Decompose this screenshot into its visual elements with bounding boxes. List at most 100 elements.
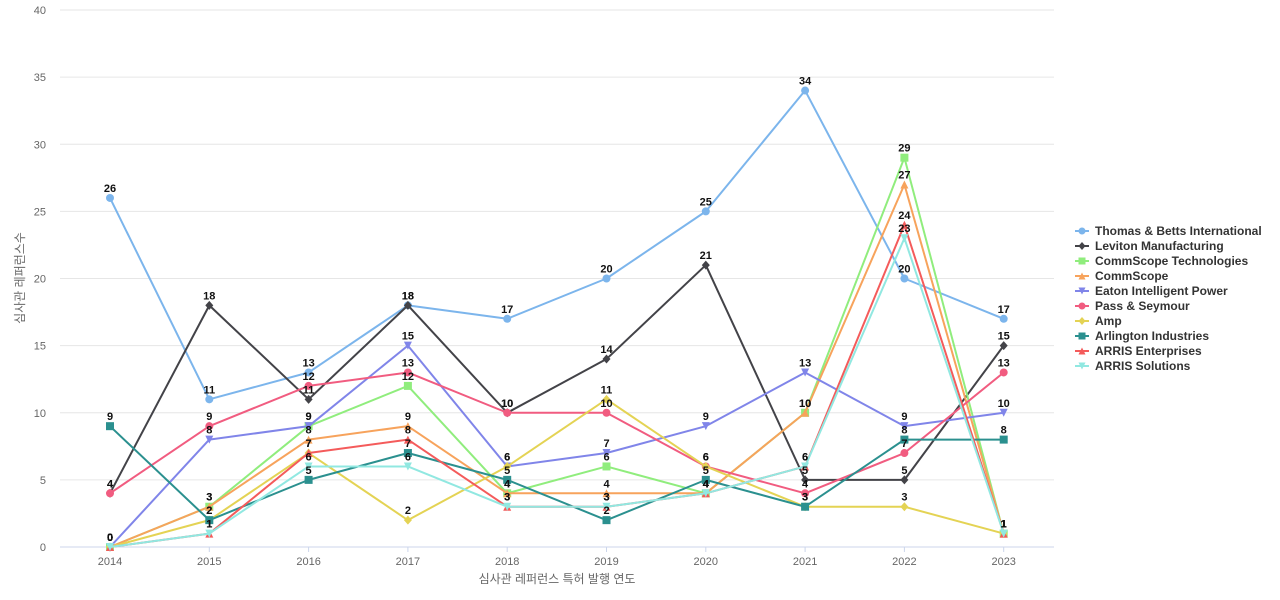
- data-label: 18: [402, 290, 414, 302]
- data-point[interactable]: [999, 368, 1008, 377]
- data-point[interactable]: [900, 449, 909, 458]
- legend-item[interactable]: CommScope Technologies: [1075, 254, 1248, 268]
- data-point[interactable]: [801, 408, 810, 417]
- data-point[interactable]: [900, 180, 909, 189]
- data-point[interactable]: [900, 422, 909, 431]
- data-point[interactable]: [602, 462, 611, 471]
- legend-item[interactable]: Thomas & Betts International: [1075, 224, 1262, 238]
- data-point[interactable]: [900, 234, 909, 243]
- data-point[interactable]: [205, 395, 214, 404]
- legend-item[interactable]: CommScope: [1075, 269, 1169, 283]
- legend-item[interactable]: Pass & Seymour: [1075, 299, 1190, 313]
- data-point[interactable]: [403, 435, 412, 444]
- data-point[interactable]: [801, 502, 810, 511]
- legend-item[interactable]: Leviton Manufacturing: [1075, 239, 1224, 253]
- data-point[interactable]: [602, 354, 611, 364]
- data-point[interactable]: [801, 86, 810, 95]
- data-point[interactable]: [304, 475, 313, 484]
- data-point[interactable]: [602, 502, 611, 511]
- data-point[interactable]: [602, 394, 611, 404]
- series-eaton-intelligent-power[interactable]: [106, 341, 1008, 551]
- data-point[interactable]: [999, 314, 1008, 323]
- data-point[interactable]: [503, 502, 512, 511]
- data-point[interactable]: [403, 368, 412, 377]
- data-point[interactable]: [801, 368, 810, 377]
- data-point[interactable]: [304, 394, 313, 404]
- x-tick-label: 2017: [396, 556, 420, 568]
- data-point[interactable]: [602, 516, 611, 525]
- data-point[interactable]: [304, 368, 313, 377]
- data-point[interactable]: [205, 422, 214, 431]
- data-point[interactable]: [900, 220, 909, 229]
- data-point[interactable]: [106, 422, 114, 431]
- data-point[interactable]: [304, 435, 313, 444]
- data-point[interactable]: [503, 489, 512, 498]
- data-point[interactable]: [503, 314, 512, 323]
- series-line[interactable]: [109, 344, 1004, 548]
- data-point[interactable]: [403, 300, 412, 310]
- data-point[interactable]: [900, 502, 909, 512]
- data-label: 3: [802, 492, 808, 504]
- data-point[interactable]: [801, 462, 810, 471]
- data-point[interactable]: [403, 515, 412, 525]
- series-line[interactable]: [109, 264, 1005, 494]
- data-point[interactable]: [106, 193, 114, 202]
- data-point[interactable]: [602, 489, 611, 498]
- data-point[interactable]: [701, 475, 710, 484]
- data-point[interactable]: [106, 543, 114, 551]
- data-point[interactable]: [304, 449, 313, 458]
- data-point[interactable]: [900, 153, 909, 162]
- data-point[interactable]: [503, 461, 512, 471]
- series-commscope-technologies[interactable]: [106, 153, 1008, 551]
- data-point[interactable]: [701, 461, 710, 471]
- data-point[interactable]: [403, 462, 412, 471]
- data-point[interactable]: [503, 408, 512, 417]
- data-point[interactable]: [900, 435, 909, 444]
- series-thomas-betts-international[interactable]: [106, 86, 1008, 404]
- data-point[interactable]: [304, 462, 313, 471]
- series-line[interactable]: [109, 398, 1004, 548]
- series-arris-solutions[interactable]: [106, 234, 1008, 551]
- data-point[interactable]: [205, 435, 214, 444]
- data-point[interactable]: [403, 381, 412, 390]
- data-point[interactable]: [205, 516, 214, 525]
- data-point[interactable]: [801, 489, 810, 498]
- data-point[interactable]: [106, 489, 114, 498]
- legend-label: CommScope Technologies: [1095, 254, 1248, 268]
- series-line[interactable]: [109, 183, 1005, 548]
- legend-item[interactable]: Amp: [1075, 314, 1122, 328]
- data-point[interactable]: [205, 502, 214, 511]
- data-point[interactable]: [801, 475, 810, 485]
- data-point[interactable]: [304, 422, 313, 431]
- data-point[interactable]: [602, 408, 611, 417]
- data-point[interactable]: [999, 408, 1008, 417]
- legend-item[interactable]: Arlington Industries: [1075, 329, 1209, 343]
- legend-item[interactable]: ARRIS Enterprises: [1075, 344, 1202, 358]
- data-point[interactable]: [503, 475, 512, 484]
- data-point[interactable]: [403, 449, 412, 458]
- series-line[interactable]: [109, 156, 1005, 548]
- data-point[interactable]: [900, 274, 909, 283]
- series-line[interactable]: [109, 89, 1005, 401]
- series-line[interactable]: [109, 237, 1005, 548]
- data-point[interactable]: [205, 300, 214, 310]
- data-point[interactable]: [701, 489, 710, 498]
- data-point[interactable]: [999, 529, 1008, 538]
- data-point[interactable]: [701, 207, 710, 216]
- data-point[interactable]: [304, 381, 313, 390]
- data-point[interactable]: [602, 274, 611, 283]
- series-amp[interactable]: [106, 394, 1008, 552]
- data-point[interactable]: [999, 341, 1008, 351]
- data-point[interactable]: [205, 529, 214, 538]
- data-point[interactable]: [403, 341, 412, 350]
- data-point[interactable]: [701, 422, 710, 431]
- legend-item[interactable]: Eaton Intelligent Power: [1075, 284, 1228, 298]
- data-point[interactable]: [701, 260, 710, 270]
- data-point[interactable]: [999, 435, 1008, 444]
- data-point[interactable]: [403, 422, 412, 431]
- legend-item[interactable]: ARRIS Solutions: [1075, 359, 1191, 373]
- series-commscope[interactable]: [106, 180, 1008, 551]
- data-point[interactable]: [900, 475, 909, 485]
- data-point[interactable]: [602, 449, 611, 458]
